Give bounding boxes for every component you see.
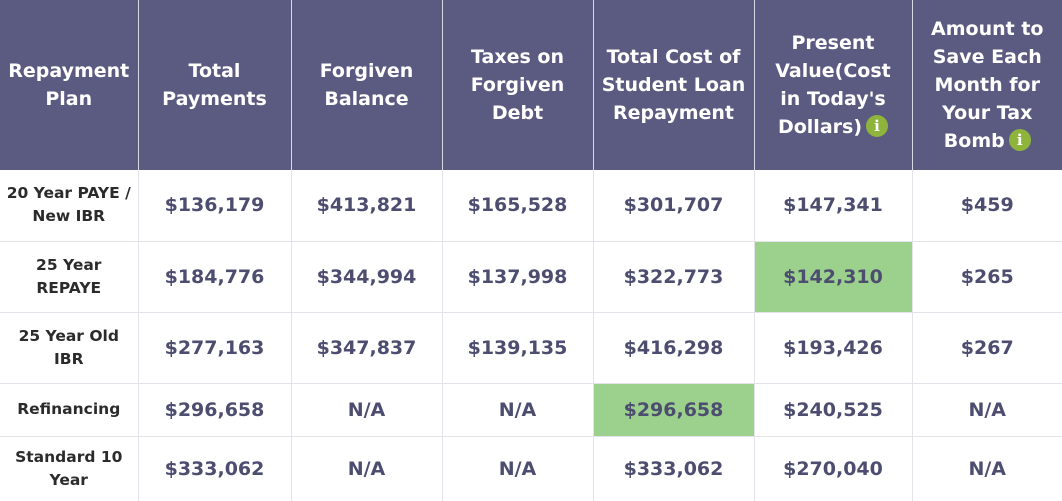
cell-forgiven-balance: $347,837	[291, 312, 443, 384]
cell-taxes: $137,998	[442, 241, 594, 313]
table-row: 25 Year Old IBR $277,163 $347,837 $139,1…	[0, 312, 1062, 384]
cell-present-value: $147,341	[754, 170, 913, 242]
cell-total-payments: $277,163	[138, 312, 292, 384]
header-total-cost: Total Cost of Student Loan Repayment	[593, 0, 755, 170]
cell-total-payments: $296,658	[138, 383, 292, 437]
cell-monthly-savings: $459	[912, 170, 1062, 242]
cell-plan: Refinancing	[0, 383, 139, 437]
cell-present-value-highlighted: $142,310	[754, 241, 913, 313]
header-forgiven-balance: Forgiven Balance	[291, 0, 443, 170]
cell-total-cost: $416,298	[593, 312, 755, 384]
table-row: Standard 10 Year $333,062 N/A N/A $333,0…	[0, 436, 1062, 501]
cell-total-cost-highlighted: $296,658	[593, 383, 755, 437]
info-icon[interactable]: i	[1008, 129, 1031, 151]
cell-present-value: $270,040	[754, 436, 913, 501]
cell-plan: 25 Year REPAYE	[0, 241, 139, 313]
header-taxes-on-forgiven-debt: Taxes on Forgiven Debt	[442, 0, 594, 170]
cell-total-payments: $184,776	[138, 241, 292, 313]
cell-forgiven-balance: $413,821	[291, 170, 443, 242]
cell-monthly-savings: N/A	[968, 457, 1007, 480]
cell-forgiven-balance: $344,994	[291, 241, 443, 313]
cell-total-cost: $322,773	[593, 241, 755, 313]
table-row: 25 Year REPAYE $184,776 $344,994 $137,99…	[0, 241, 1062, 313]
cell-taxes: $165,528	[442, 170, 594, 242]
cell-total-payments: $136,179	[138, 170, 292, 242]
cell-taxes: $139,135	[442, 312, 594, 384]
cell-present-value: $240,525	[754, 383, 913, 437]
cell-forgiven-balance: N/A	[291, 436, 443, 501]
cell-total-cost: $333,062	[593, 436, 755, 501]
table-row: Refinancing $296,658 N/A N/A $296,658 $2…	[0, 383, 1062, 437]
table-row: 20 Year PAYE / New IBR $136,179 $413,821…	[0, 170, 1062, 242]
cell-total-payments: $333,062	[138, 436, 292, 501]
cell-monthly-savings: N/A	[912, 383, 1062, 437]
cell-plan: 20 Year PAYE / New IBR	[0, 170, 139, 242]
header-repayment-plan: Repayment Plan	[0, 0, 139, 170]
header-present-value: Present Value(Cost in Today's Dollars) i	[754, 0, 913, 170]
cell-plan: 25 Year Old IBR	[0, 312, 139, 384]
cell-taxes: N/A	[442, 383, 594, 437]
cell-monthly-savings: $265	[912, 241, 1062, 313]
table-header-row: Repayment Plan Total Payments Forgiven B…	[0, 0, 1062, 170]
cell-present-value: $193,426	[754, 312, 913, 384]
cell-forgiven-balance: N/A	[291, 383, 443, 437]
cell-total-cost: $301,707	[593, 170, 755, 242]
cell-plan: Standard 10 Year	[0, 436, 139, 501]
info-icon[interactable]: i	[866, 115, 889, 137]
header-monthly-savings: Amount to Save Each Month for Your Tax B…	[912, 0, 1062, 170]
cell-taxes: N/A	[442, 436, 594, 501]
header-total-payments: Total Payments	[138, 0, 292, 170]
cell-monthly-savings: $267	[912, 312, 1062, 384]
